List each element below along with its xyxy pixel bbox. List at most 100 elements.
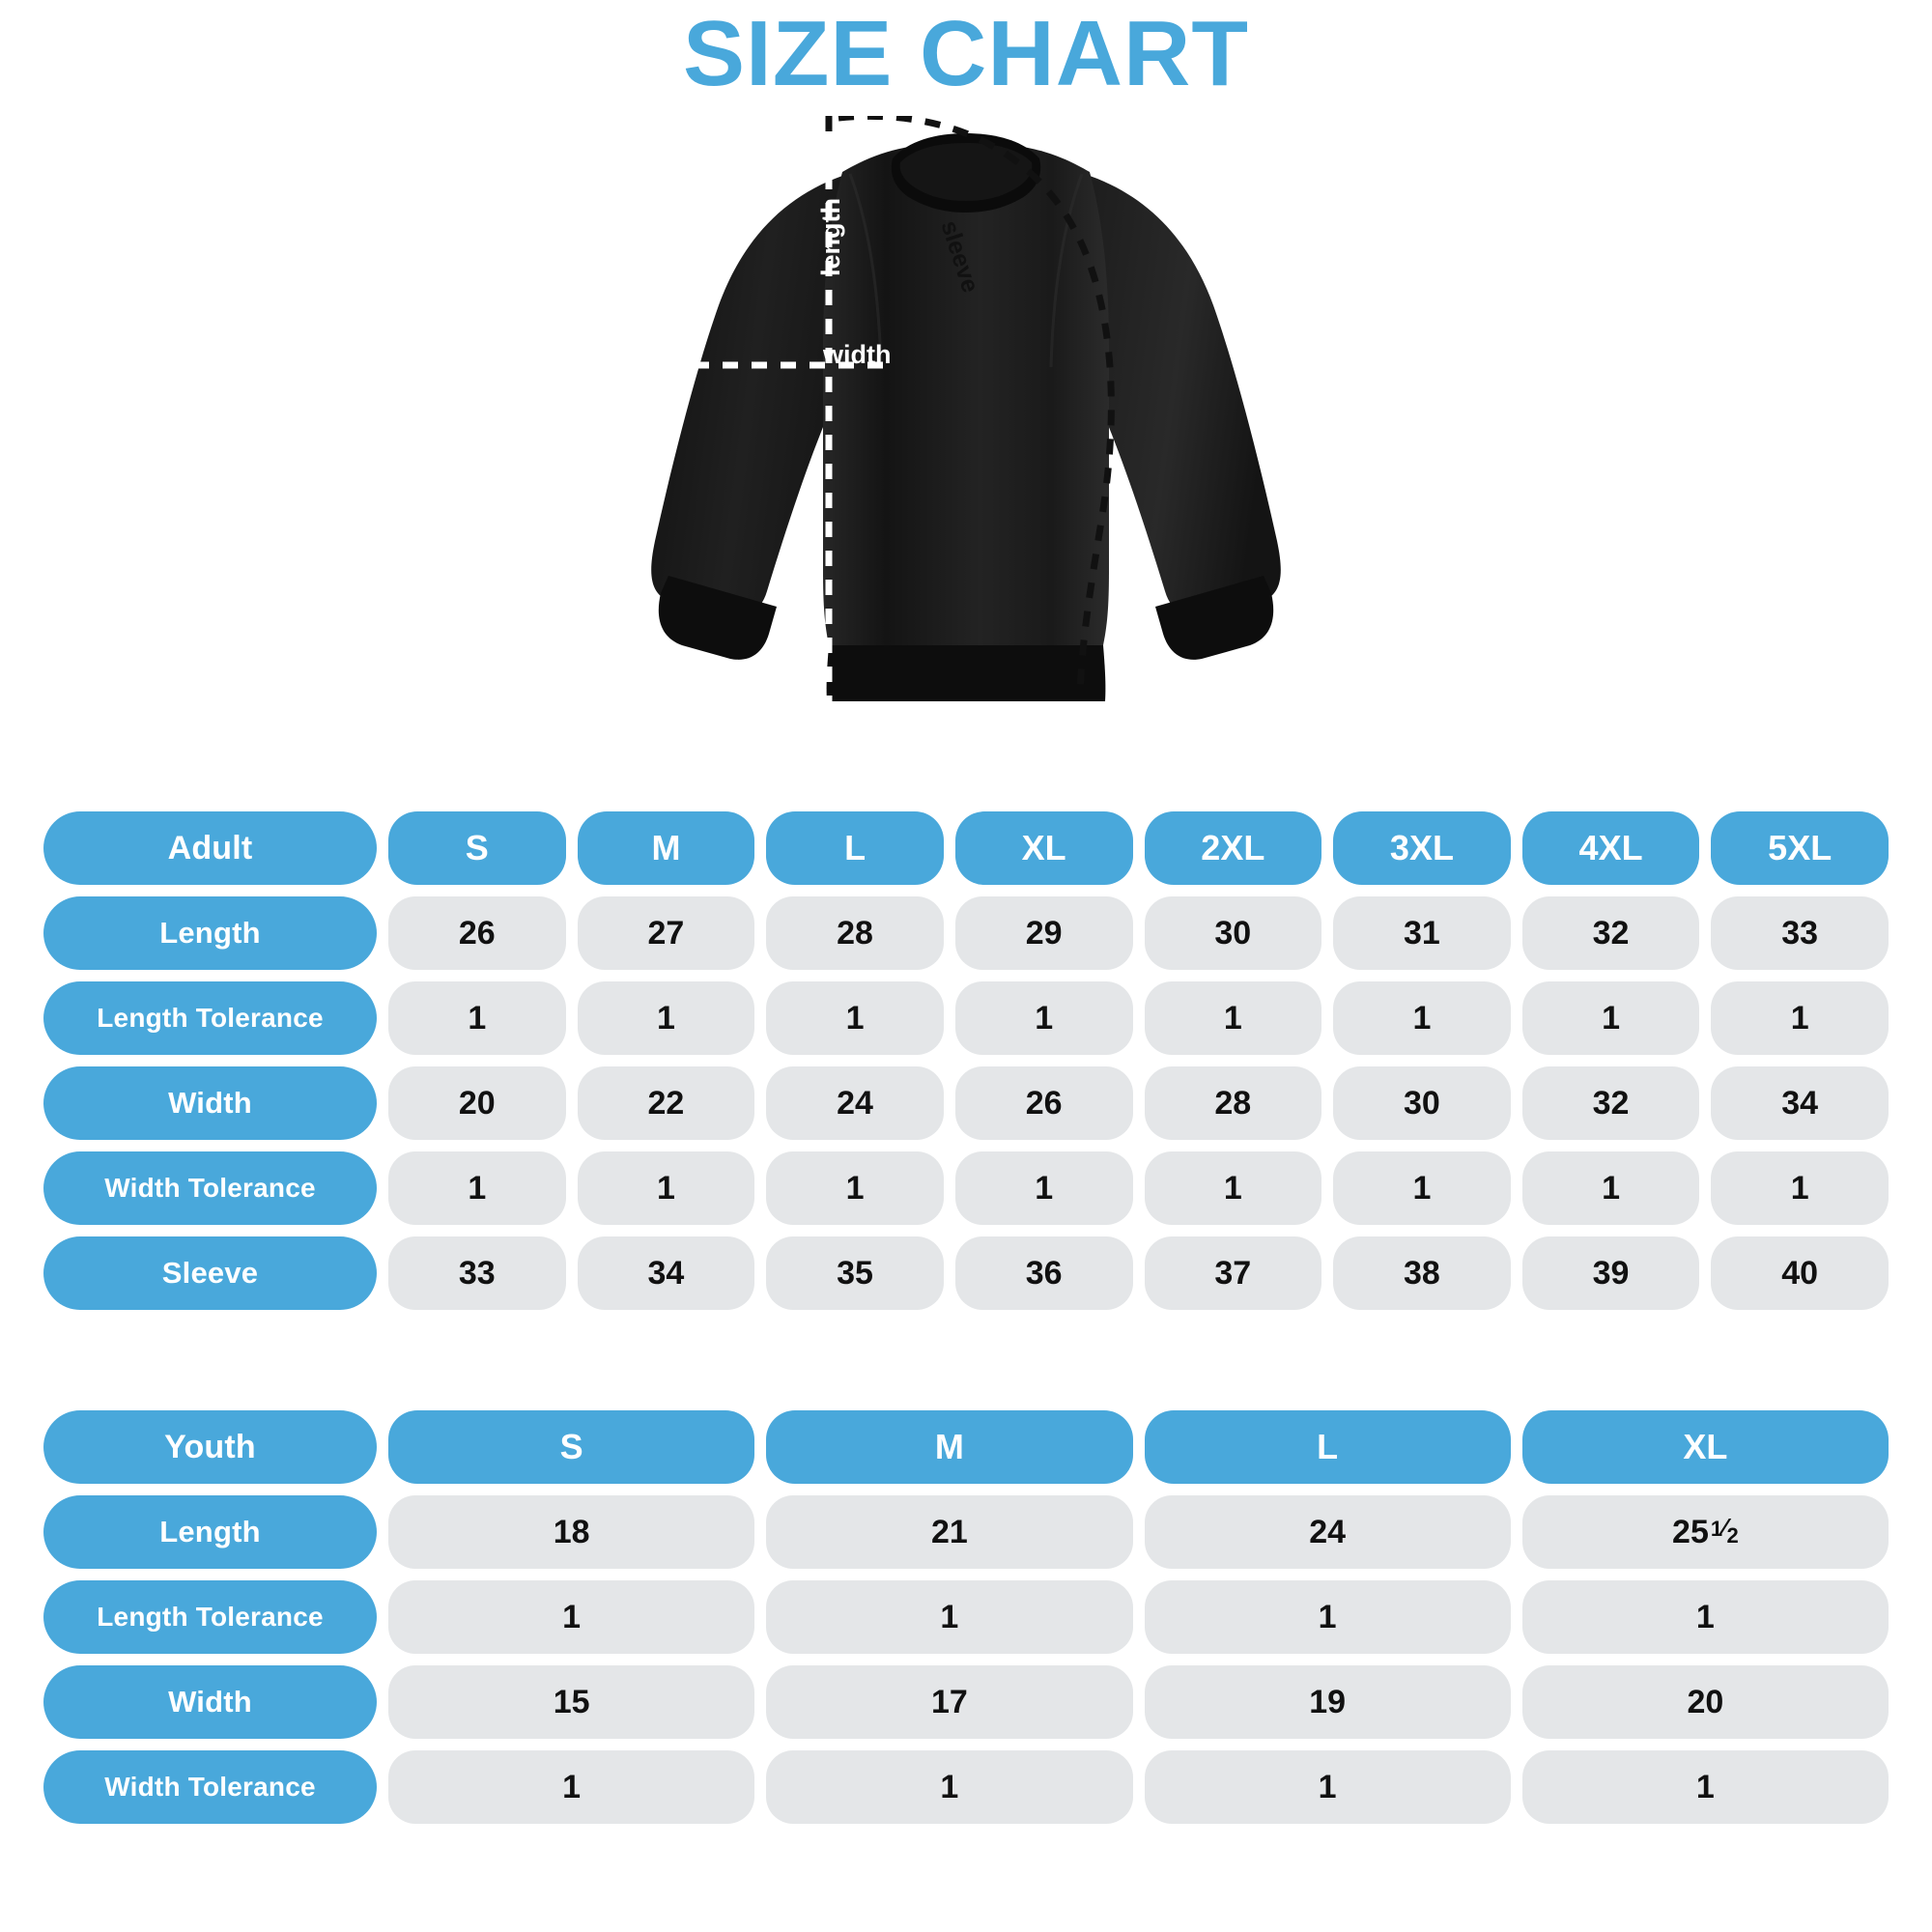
column-header-xl: XL (954, 811, 1133, 885)
row-cells: 33 34 35 36 37 38 39 40 (388, 1236, 1889, 1310)
cell-length-tolerance-3xl: 1 (1333, 981, 1511, 1055)
column-header-m: M (577, 811, 755, 885)
cell-length-tolerance-4xl: 1 (1521, 981, 1700, 1055)
garment-illustration: width length sleeve (618, 116, 1314, 792)
cell-width-tolerance-4xl: 1 (1521, 1151, 1700, 1225)
row-label-width-tolerance: Width Tolerance (43, 1151, 377, 1225)
cell-width-m: 17 (766, 1665, 1133, 1739)
table-row: Width 20 22 24 26 28 30 32 34 (43, 1066, 1889, 1140)
column-header-5xl: 5XL (1711, 811, 1889, 885)
cell-width-xl: 20 (1521, 1665, 1889, 1739)
cell-width-tolerance-xl: 1 (1521, 1750, 1889, 1824)
cell-length-s: 18 (388, 1495, 755, 1569)
cell-length-tolerance-s: 1 (388, 1580, 755, 1654)
cell-sleeve-3xl: 38 (1333, 1236, 1511, 1310)
youth-header-row: Youth S M L XL (43, 1410, 1889, 1484)
cell-width-tolerance-xl: 1 (954, 1151, 1133, 1225)
column-header-xl: XL (1521, 1410, 1889, 1484)
sleeve-guide-line (838, 116, 1115, 696)
column-header-s: S (388, 1410, 755, 1484)
row-label-width: Width (43, 1665, 377, 1739)
cell-sleeve-5xl: 40 (1711, 1236, 1889, 1310)
youth-header-label: Youth (43, 1410, 377, 1484)
cell-width-tolerance-5xl: 1 (1711, 1151, 1889, 1225)
cell-length-m: 27 (577, 896, 755, 970)
cell-width-tolerance-m: 1 (766, 1750, 1133, 1824)
cell-sleeve-l: 35 (766, 1236, 944, 1310)
table-row: Length Tolerance 1 1 1 1 (43, 1580, 1889, 1654)
row-cells: 18 21 24 251⁄2 (388, 1495, 1889, 1569)
cell-sleeve-xl: 36 (954, 1236, 1133, 1310)
width-measure-label: width (823, 340, 892, 369)
cell-sleeve-2xl: 37 (1144, 1236, 1322, 1310)
cell-length-l: 28 (766, 896, 944, 970)
cell-length-tolerance-xl: 1 (954, 981, 1133, 1055)
row-label-length-tolerance: Length Tolerance (43, 981, 377, 1055)
cell-length-tolerance-l: 1 (766, 981, 944, 1055)
cell-width-2xl: 28 (1144, 1066, 1322, 1140)
cell-length-l: 24 (1144, 1495, 1511, 1569)
cell-length-tolerance-m: 1 (766, 1580, 1133, 1654)
column-header-4xl: 4XL (1521, 811, 1700, 885)
cell-width-l: 19 (1144, 1665, 1511, 1739)
cell-length-4xl: 32 (1521, 896, 1700, 970)
column-header-3xl: 3XL (1333, 811, 1511, 885)
cell-length-3xl: 31 (1333, 896, 1511, 970)
table-row: Width Tolerance 1 1 1 1 (43, 1750, 1889, 1824)
cell-width-s: 20 (388, 1066, 566, 1140)
adult-header-cells: S M L XL 2XL 3XL 4XL 5XL (388, 811, 1889, 885)
row-label-width-tolerance: Width Tolerance (43, 1750, 377, 1824)
cell-width-tolerance-l: 1 (766, 1151, 944, 1225)
row-cells: 15 17 19 20 (388, 1665, 1889, 1739)
table-row: Width Tolerance 1 1 1 1 1 1 1 1 (43, 1151, 1889, 1225)
cell-length-xl: 29 (954, 896, 1133, 970)
row-label-length: Length (43, 1495, 377, 1569)
cell-width-l: 24 (766, 1066, 944, 1140)
youth-size-table: Youth S M L XL Length 18 21 24 251⁄2 Length Tolera… (43, 1410, 1889, 1824)
cell-sleeve-m: 34 (577, 1236, 755, 1310)
cell-width-tolerance-s: 1 (388, 1750, 755, 1824)
cell-width-3xl: 30 (1333, 1066, 1511, 1140)
cell-width-xl: 26 (954, 1066, 1133, 1140)
table-row: Sleeve 33 34 35 36 37 38 39 40 (43, 1236, 1889, 1310)
cell-length-m: 21 (766, 1495, 1133, 1569)
cell-width-tolerance-2xl: 1 (1144, 1151, 1322, 1225)
table-row: Length Tolerance 1 1 1 1 1 1 1 1 (43, 981, 1889, 1055)
cell-length-tolerance-xl: 1 (1521, 1580, 1889, 1654)
cell-length-tolerance-2xl: 1 (1144, 981, 1322, 1055)
cell-width-tolerance-s: 1 (388, 1151, 566, 1225)
table-row: Width 15 17 19 20 (43, 1665, 1889, 1739)
cell-length-tolerance-m: 1 (577, 981, 755, 1055)
row-cells: 26 27 28 29 30 31 32 33 (388, 896, 1889, 970)
cell-width-tolerance-m: 1 (577, 1151, 755, 1225)
table-row: Length 26 27 28 29 30 31 32 33 (43, 896, 1889, 970)
adult-header-row: Adult S M L XL 2XL 3XL 4XL 5XL (43, 811, 1889, 885)
cell-length-5xl: 33 (1711, 896, 1889, 970)
cell-length-xl: 251⁄2 (1521, 1495, 1889, 1569)
column-header-l: L (1144, 1410, 1511, 1484)
row-label-length: Length (43, 896, 377, 970)
cell-length-tolerance-l: 1 (1144, 1580, 1511, 1654)
youth-header-cells: S M L XL (388, 1410, 1889, 1484)
column-header-m: M (766, 1410, 1133, 1484)
row-label-length-tolerance: Length Tolerance (43, 1580, 377, 1654)
table-row: Length 18 21 24 251⁄2 (43, 1495, 1889, 1569)
cell-sleeve-s: 33 (388, 1236, 566, 1310)
adult-header-label: Adult (43, 811, 377, 885)
cell-length-tolerance-s: 1 (388, 981, 566, 1055)
cell-width-m: 22 (577, 1066, 755, 1140)
column-header-s: S (388, 811, 566, 885)
length-measure-label: length (816, 198, 845, 276)
cell-width-4xl: 32 (1521, 1066, 1700, 1140)
adult-size-table: Adult S M L XL 2XL 3XL 4XL 5XL Length 26 27 28 29 30 31… (43, 811, 1889, 1310)
cell-length-tolerance-5xl: 1 (1711, 981, 1889, 1055)
cell-width-s: 15 (388, 1665, 755, 1739)
cell-width-tolerance-3xl: 1 (1333, 1151, 1511, 1225)
column-header-2xl: 2XL (1144, 811, 1322, 885)
sweatshirt-icon (636, 116, 1281, 701)
